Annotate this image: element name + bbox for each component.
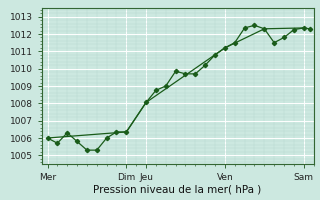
X-axis label: Pression niveau de la mer( hPa ): Pression niveau de la mer( hPa )	[93, 185, 262, 195]
